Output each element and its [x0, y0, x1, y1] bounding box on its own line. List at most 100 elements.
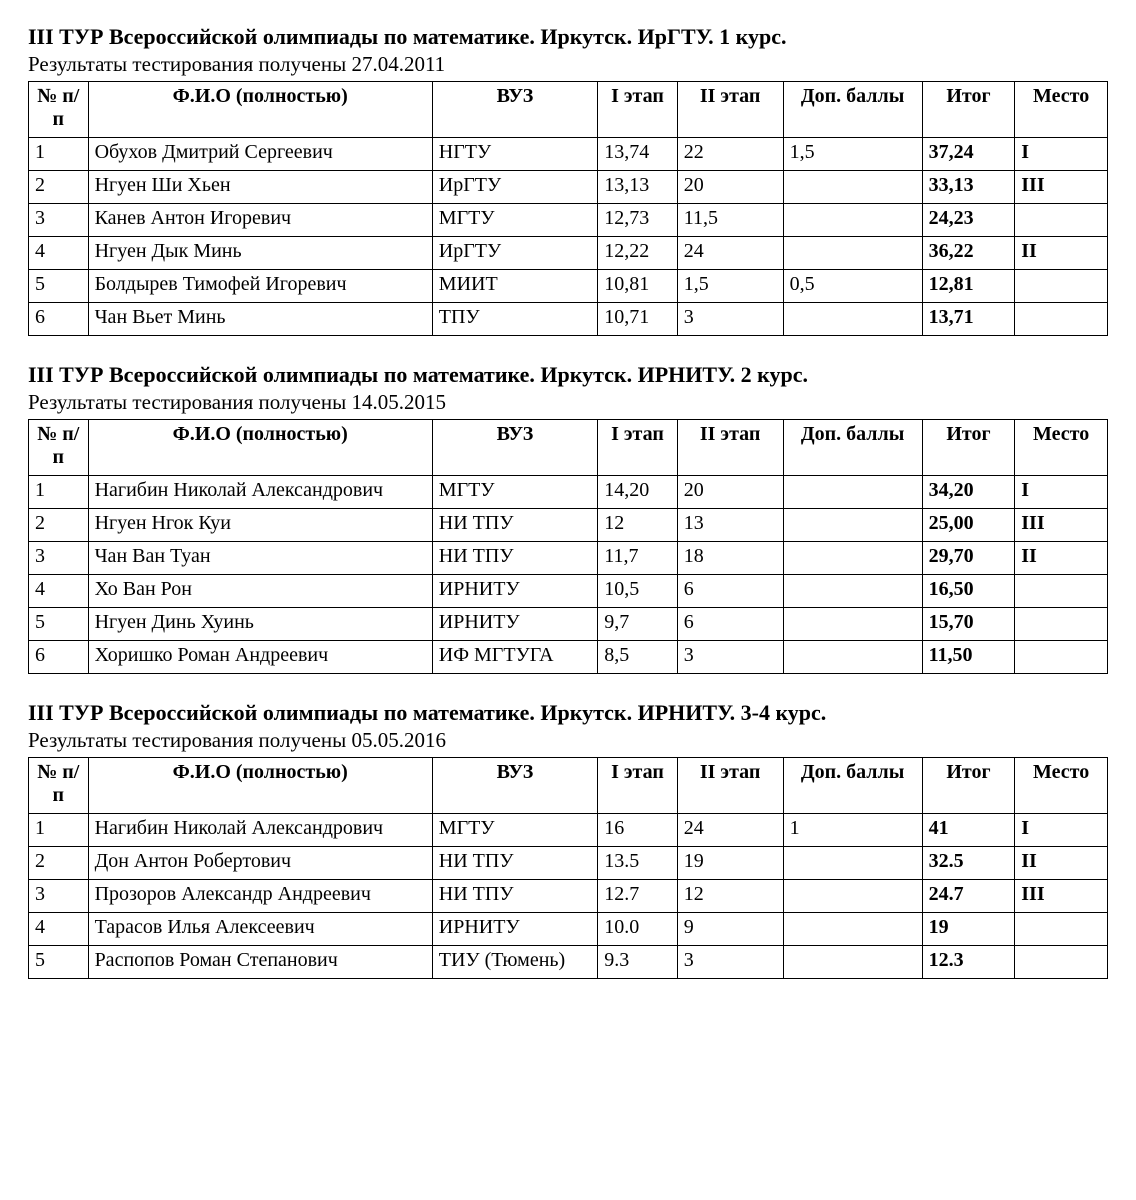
- cell-num: 2: [29, 171, 89, 204]
- cell-num: 1: [29, 476, 89, 509]
- cell-itog: 33,13: [922, 171, 1015, 204]
- cell-place: [1015, 575, 1108, 608]
- cell-s1: 13,74: [598, 138, 677, 171]
- cell-s2: 20: [677, 476, 783, 509]
- cell-dop: [783, 880, 922, 913]
- cell-vuz: МГТУ: [432, 814, 597, 847]
- cell-itog: 12.3: [922, 946, 1015, 979]
- section-title: III ТУР Всероссийской олимпиады по матем…: [28, 24, 1108, 50]
- table-row: 4Тарасов Илья АлексеевичИРНИТУ10.0919: [29, 913, 1108, 946]
- table-row: 3Канев Антон ИгоревичМГТУ12,7311,5 24,23: [29, 204, 1108, 237]
- cell-s1: 11,7: [598, 542, 677, 575]
- section-title: III ТУР Всероссийской олимпиады по матем…: [28, 700, 1108, 726]
- cell-s2: 11,5: [677, 204, 783, 237]
- cell-s2: 1,5: [677, 270, 783, 303]
- cell-dop: [783, 641, 922, 674]
- cell-vuz: ИрГТУ: [432, 237, 597, 270]
- cell-num: 2: [29, 509, 89, 542]
- column-header: № п/п: [29, 758, 89, 814]
- cell-vuz: ИрГТУ: [432, 171, 597, 204]
- column-header: Итог: [922, 82, 1015, 138]
- column-header: I этап: [598, 758, 677, 814]
- cell-itog: 11,50: [922, 641, 1015, 674]
- column-header: Место: [1015, 758, 1108, 814]
- cell-s1: 10.0: [598, 913, 677, 946]
- cell-vuz: ТИУ (Тюмень): [432, 946, 597, 979]
- column-header: Ф.И.О (полностью): [88, 758, 432, 814]
- results-section: III ТУР Всероссийской олимпиады по матем…: [28, 700, 1108, 979]
- cell-place: III: [1015, 509, 1108, 542]
- section-subtitle: Результаты тестирования получены 27.04.2…: [28, 52, 1108, 77]
- cell-vuz: НИ ТПУ: [432, 509, 597, 542]
- cell-vuz: МГТУ: [432, 204, 597, 237]
- cell-place: I: [1015, 138, 1108, 171]
- cell-num: 4: [29, 913, 89, 946]
- cell-s2: 18: [677, 542, 783, 575]
- table-row: 2Нгуен Ши ХьенИрГТУ13,132033,13III: [29, 171, 1108, 204]
- cell-itog: 29,70: [922, 542, 1015, 575]
- cell-name: Распопов Роман Степанович: [88, 946, 432, 979]
- section-subtitle: Результаты тестирования получены 05.05.2…: [28, 728, 1108, 753]
- cell-s2: 20: [677, 171, 783, 204]
- cell-num: 3: [29, 880, 89, 913]
- section-title: III ТУР Всероссийской олимпиады по матем…: [28, 362, 1108, 388]
- cell-s2: 22: [677, 138, 783, 171]
- cell-name: Канев Антон Игоревич: [88, 204, 432, 237]
- cell-vuz: НИ ТПУ: [432, 847, 597, 880]
- cell-s1: 12,73: [598, 204, 677, 237]
- cell-itog: 36,22: [922, 237, 1015, 270]
- cell-num: 1: [29, 138, 89, 171]
- cell-itog: 37,24: [922, 138, 1015, 171]
- cell-dop: [783, 575, 922, 608]
- cell-itog: 13,71: [922, 303, 1015, 336]
- cell-vuz: ИРНИТУ: [432, 913, 597, 946]
- cell-dop: 1,5: [783, 138, 922, 171]
- cell-place: [1015, 270, 1108, 303]
- table-row: 2Дон Антон РобертовичНИ ТПУ13.51932.5II: [29, 847, 1108, 880]
- cell-s2: 13: [677, 509, 783, 542]
- cell-place: III: [1015, 171, 1108, 204]
- table-row: 1Обухов Дмитрий СергеевичНГТУ13,74221,53…: [29, 138, 1108, 171]
- cell-vuz: НИ ТПУ: [432, 542, 597, 575]
- table-row: 3Чан Ван ТуанНИ ТПУ11,71829,70II: [29, 542, 1108, 575]
- cell-name: Нгуен Дык Минь: [88, 237, 432, 270]
- column-header: ВУЗ: [432, 82, 597, 138]
- column-header: Ф.И.О (полностью): [88, 420, 432, 476]
- cell-s1: 13,13: [598, 171, 677, 204]
- cell-num: 3: [29, 542, 89, 575]
- cell-name: Нагибин Николай Александрович: [88, 814, 432, 847]
- cell-s2: 6: [677, 575, 783, 608]
- cell-place: [1015, 204, 1108, 237]
- table-header-row: № п/пФ.И.О (полностью)ВУЗI этапII этапДо…: [29, 758, 1108, 814]
- column-header: II этап: [677, 758, 783, 814]
- cell-num: 3: [29, 204, 89, 237]
- cell-num: 4: [29, 237, 89, 270]
- table-row: 3Прозоров Александр АндреевичНИ ТПУ12.71…: [29, 880, 1108, 913]
- cell-itog: 15,70: [922, 608, 1015, 641]
- cell-s2: 19: [677, 847, 783, 880]
- cell-num: 1: [29, 814, 89, 847]
- cell-place: I: [1015, 814, 1108, 847]
- cell-vuz: МГТУ: [432, 476, 597, 509]
- cell-s1: 10,81: [598, 270, 677, 303]
- cell-dop: [783, 946, 922, 979]
- table-row: 4Хо Ван РонИРНИТУ10,5616,50: [29, 575, 1108, 608]
- results-section: III ТУР Всероссийской олимпиады по матем…: [28, 362, 1108, 674]
- cell-s1: 10,71: [598, 303, 677, 336]
- cell-name: Нгуен Динь Хуинь: [88, 608, 432, 641]
- table-row: 4Нгуен Дык МиньИрГТУ12,222436,22II: [29, 237, 1108, 270]
- cell-name: Прозоров Александр Андреевич: [88, 880, 432, 913]
- cell-num: 5: [29, 946, 89, 979]
- cell-place: II: [1015, 542, 1108, 575]
- cell-s2: 6: [677, 608, 783, 641]
- section-subtitle: Результаты тестирования получены 14.05.2…: [28, 390, 1108, 415]
- cell-dop: [783, 303, 922, 336]
- table-row: 6Чан Вьет МиньТПУ10,71313,71: [29, 303, 1108, 336]
- column-header: I этап: [598, 420, 677, 476]
- cell-itog: 24,23: [922, 204, 1015, 237]
- column-header: Итог: [922, 758, 1015, 814]
- cell-vuz: МИИТ: [432, 270, 597, 303]
- table-header-row: № п/пФ.И.О (полностью)ВУЗI этапII этапДо…: [29, 82, 1108, 138]
- cell-s1: 12,22: [598, 237, 677, 270]
- document-root: III ТУР Всероссийской олимпиады по матем…: [28, 24, 1108, 979]
